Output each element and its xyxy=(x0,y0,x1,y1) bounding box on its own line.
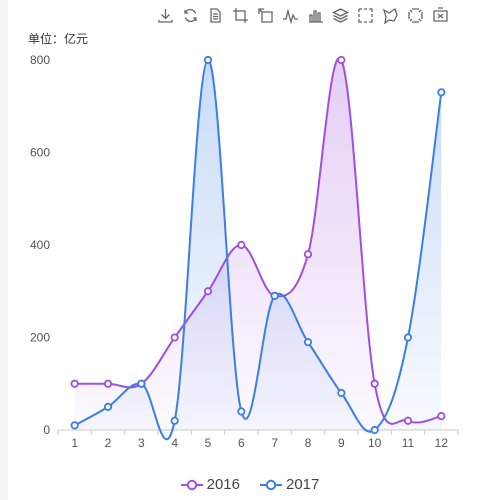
x-tick-label: 12 xyxy=(435,436,449,450)
data-view-icon[interactable] xyxy=(206,6,225,25)
zoom-reset-icon[interactable] xyxy=(256,6,275,25)
left-panel-strip xyxy=(0,0,8,500)
legend-marker-2016 xyxy=(180,479,203,490)
x-tick-label: 1 xyxy=(71,436,78,450)
x-tick-label: 3 xyxy=(138,436,145,450)
data-point-2016 xyxy=(170,333,179,342)
x-tick-label: 5 xyxy=(205,436,212,450)
legend-label-2016: 2016 xyxy=(206,476,240,493)
x-tick-label: 11 xyxy=(402,436,415,450)
rect-select-icon[interactable] xyxy=(356,6,375,25)
data-point-2017 xyxy=(203,55,213,65)
legend-item-2017[interactable]: 2017 xyxy=(260,476,319,493)
x-tick-label: 9 xyxy=(338,436,345,450)
zoom-icon[interactable] xyxy=(231,6,250,25)
series-area-2017 xyxy=(74,59,442,440)
refresh-icon[interactable] xyxy=(181,6,200,25)
data-point-2017 xyxy=(337,388,346,398)
data-point-2016 xyxy=(70,379,79,388)
data-point-2016 xyxy=(370,379,379,388)
x-tick-label: 4 xyxy=(171,436,178,450)
data-point-2016 xyxy=(237,240,246,250)
data-point-2017 xyxy=(137,379,146,388)
legend-marker-2017 xyxy=(260,479,282,490)
data-point-2017 xyxy=(303,338,313,347)
y-tick-label: 800 xyxy=(30,53,50,67)
data-point-2016 xyxy=(103,379,113,388)
y-tick-label: 600 xyxy=(30,146,50,160)
data-point-2016 xyxy=(203,287,213,296)
data-point-2017 xyxy=(103,402,113,411)
data-point-2017 xyxy=(437,88,446,97)
data-point-2017 xyxy=(170,416,179,425)
x-tick-label: 10 xyxy=(368,436,382,450)
lasso-select-icon[interactable] xyxy=(381,6,400,25)
data-point-2016 xyxy=(403,416,413,425)
legend-label-2017: 2017 xyxy=(286,476,320,493)
legend-item-2016[interactable]: 2016 xyxy=(180,476,240,493)
bar-chart-icon[interactable] xyxy=(306,6,325,25)
stack-icon[interactable] xyxy=(331,6,350,25)
data-point-2017 xyxy=(270,291,279,300)
download-icon[interactable] xyxy=(156,6,175,25)
y-tick-label: 200 xyxy=(30,331,50,345)
chart-legend: 2016 2017 xyxy=(0,476,500,493)
y-axis-unit-label: 单位：亿元 xyxy=(28,32,89,46)
data-point-2017 xyxy=(370,425,379,435)
x-tick-label: 8 xyxy=(305,436,312,450)
x-tick-label: 6 xyxy=(238,436,245,450)
y-tick-label: 0 xyxy=(43,423,50,437)
data-point-2016 xyxy=(337,55,346,65)
x-tick-label: 7 xyxy=(271,436,278,450)
data-point-2017 xyxy=(237,407,246,416)
clear-select-icon[interactable] xyxy=(431,6,450,25)
data-point-2017 xyxy=(403,333,413,342)
data-point-2016 xyxy=(303,250,313,259)
keep-select-icon[interactable] xyxy=(406,6,425,25)
data-point-2016 xyxy=(437,412,446,421)
chart-toolbox xyxy=(156,6,450,26)
line-chart-icon[interactable] xyxy=(281,6,300,25)
x-tick-label: 2 xyxy=(105,436,112,450)
y-tick-label: 400 xyxy=(30,238,50,252)
data-point-2017 xyxy=(70,421,79,430)
series-area-2016 xyxy=(74,57,442,431)
